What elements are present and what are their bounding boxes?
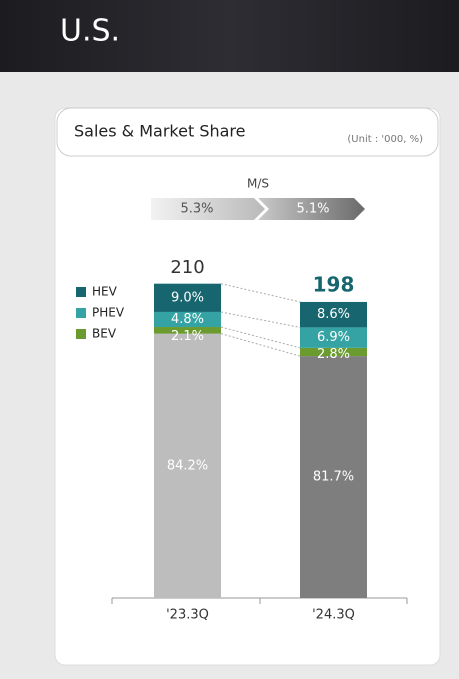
legend-label: PHEV — [92, 306, 125, 320]
ms-arrow — [258, 198, 365, 220]
connector — [220, 311, 301, 328]
data-label: 2.1% — [171, 329, 204, 344]
connector — [220, 333, 301, 357]
card — [54, 107, 441, 666]
data-label: 9.0% — [171, 290, 204, 305]
data-label: 4.8% — [171, 312, 204, 327]
connector — [220, 283, 301, 303]
bar-segment — [154, 311, 221, 328]
data-label: 6.9% — [317, 330, 350, 345]
bar-segment — [300, 301, 367, 328]
ms-value: 5.1% — [296, 202, 329, 217]
chart-title: Sales & Market Share — [74, 122, 246, 141]
ms-label: M/S — [247, 177, 269, 191]
bar-segment — [154, 283, 221, 312]
bar-segment — [300, 347, 367, 357]
bar-segment — [300, 356, 367, 598]
x-tick-label: '24.3Q — [312, 608, 355, 623]
total-label: 210 — [170, 257, 204, 278]
legend-label: HEV — [92, 285, 118, 299]
legend-swatch — [76, 287, 86, 297]
total-label: 198 — [313, 272, 355, 296]
bar-segment — [154, 327, 221, 334]
bar-segment — [154, 333, 221, 598]
connector — [220, 326, 301, 349]
data-label: 81.7% — [313, 470, 354, 485]
ms-value: 5.3% — [180, 202, 213, 217]
x-tick-label: '23.3Q — [166, 608, 209, 623]
unit-label: (Unit : '000, %) — [347, 134, 423, 145]
title-pill — [56, 107, 439, 157]
bar-segment — [300, 327, 367, 348]
header-title: U.S. — [60, 14, 120, 49]
ms-arrow — [151, 198, 265, 220]
data-label: 84.2% — [167, 458, 208, 473]
data-label: 8.6% — [317, 307, 350, 322]
data-label: 2.8% — [317, 347, 350, 362]
legend-swatch — [76, 308, 86, 318]
header-bar — [0, 0, 459, 72]
legend-label: BEV — [92, 327, 117, 341]
legend-swatch — [76, 329, 86, 339]
